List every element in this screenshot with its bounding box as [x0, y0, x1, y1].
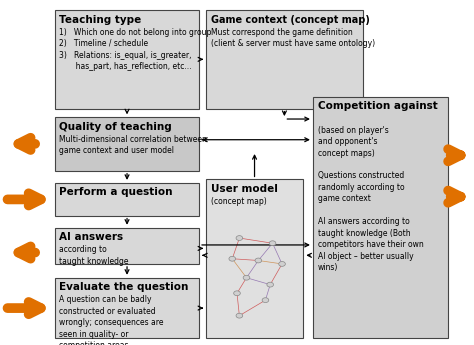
- Circle shape: [269, 241, 276, 246]
- Text: Teaching type: Teaching type: [59, 15, 142, 25]
- FancyBboxPatch shape: [55, 228, 199, 264]
- Text: AI answers: AI answers: [59, 232, 123, 242]
- Text: 1)   Which one do not belong into group
2)   Timeline / schedule
3)   Relations:: 1) Which one do not belong into group 2)…: [59, 28, 211, 71]
- FancyBboxPatch shape: [55, 117, 199, 171]
- Text: Quality of teaching: Quality of teaching: [59, 122, 172, 132]
- Circle shape: [267, 282, 273, 287]
- FancyBboxPatch shape: [55, 10, 199, 109]
- FancyBboxPatch shape: [55, 278, 199, 338]
- Circle shape: [255, 258, 262, 263]
- Text: Competition against: Competition against: [318, 101, 438, 111]
- Text: Multi-dimensional correlation between
game context and user model: Multi-dimensional correlation between ga…: [59, 135, 207, 155]
- Text: Perform a question: Perform a question: [59, 187, 173, 197]
- FancyBboxPatch shape: [313, 97, 448, 338]
- Text: User model: User model: [211, 184, 278, 194]
- Text: Evaluate the question: Evaluate the question: [59, 282, 189, 292]
- Text: (concept map): (concept map): [211, 197, 267, 206]
- Circle shape: [236, 236, 243, 240]
- FancyBboxPatch shape: [55, 183, 199, 216]
- Text: Game context (concept map): Game context (concept map): [211, 15, 370, 25]
- Text: (based on player's
and opponent's
concept maps)

Questions constructed
randomly : (based on player's and opponent's concep…: [318, 114, 423, 272]
- FancyBboxPatch shape: [206, 179, 303, 338]
- Circle shape: [234, 291, 240, 296]
- FancyBboxPatch shape: [206, 10, 363, 109]
- Circle shape: [279, 262, 285, 266]
- Circle shape: [229, 256, 236, 261]
- Text: A question can be badly
constructed or evaluated
wrongly; consequences are
seen : A question can be badly constructed or e…: [59, 295, 164, 345]
- Text: according to
taught knowledge: according to taught knowledge: [59, 245, 129, 266]
- Circle shape: [262, 298, 269, 303]
- Text: Must correspond the game definition
(client & server must have same ontology): Must correspond the game definition (cli…: [211, 28, 375, 48]
- Circle shape: [243, 275, 250, 280]
- Circle shape: [236, 313, 243, 318]
